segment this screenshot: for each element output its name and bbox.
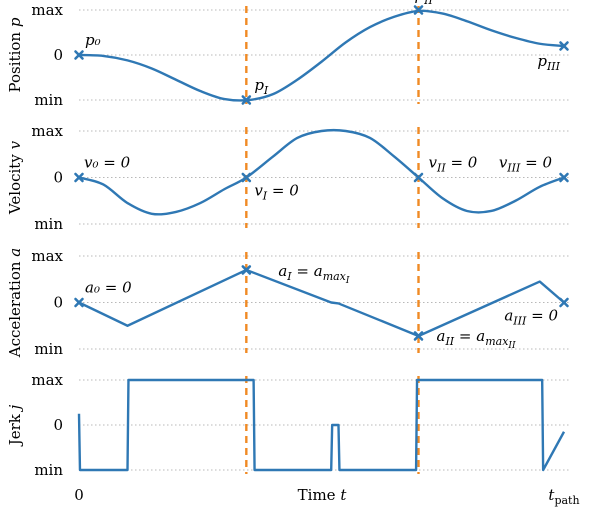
acceleration-marker-0 — [74, 297, 84, 308]
position-ytick-min: min — [34, 91, 63, 109]
velocity-marker-3 — [559, 172, 569, 183]
acceleration-annotation-3: aIII​ = 0 — [504, 307, 558, 328]
velocity-annotation-3: vIII​ = 0 — [499, 154, 553, 175]
acceleration-ylabel: Acceleration a — [6, 248, 24, 359]
position-curve — [78, 9, 565, 102]
jerk-ytick-max: max — [31, 371, 63, 389]
position-annotation-2: pII​ — [415, 0, 434, 7]
velocity-ytick-0: 0 — [53, 169, 63, 187]
xlabel: Time t — [298, 486, 348, 504]
jerk-ytick-min: min — [34, 461, 63, 479]
acceleration-ytick-max: max — [31, 247, 63, 265]
velocity-marker-2 — [413, 172, 424, 183]
acceleration-marker-3 — [559, 297, 569, 308]
acceleration-annotation-0: a₀ = 0 — [85, 279, 132, 297]
velocity-annotation-1: vI​ = 0 — [254, 182, 299, 203]
acceleration-ytick-0: 0 — [53, 294, 63, 312]
position-marker-2 — [413, 5, 424, 15]
velocity-panel: max 0 min Velocity v — [6, 122, 570, 233]
acceleration-ytick-min: min — [34, 340, 63, 358]
velocity-ylabel: Velocity v — [6, 140, 24, 215]
position-annotation-1: pI​ — [254, 76, 269, 97]
position-panel: max 0 min Position p — [6, 1, 570, 109]
velocity-marker-0 — [74, 172, 84, 183]
acceleration-marker-2 — [413, 331, 424, 341]
velocity-ytick-max: max — [31, 122, 63, 140]
jerk-ylabel: Jerk j — [6, 404, 24, 447]
xtick-0: 0 — [74, 486, 84, 504]
velocity-curve — [78, 128, 565, 216]
velocity-annotation-0: v₀ = 0 — [84, 154, 131, 172]
acceleration-marker-1 — [241, 265, 252, 275]
acceleration-annotation-1: aI​ = amaxI​​ — [278, 262, 350, 286]
position-annotation-3: pIII​ — [537, 52, 560, 73]
acceleration-panel: max 0 min Acceleration a — [6, 247, 570, 358]
acceleration-curve — [78, 268, 565, 338]
position-ylabel: Position p — [6, 17, 24, 92]
position-marker-0 — [74, 50, 84, 60]
jerk-panel: max 0 min Jerk j — [6, 371, 570, 479]
jerk-curve — [77, 378, 566, 472]
position-marker-1 — [241, 95, 252, 105]
position-marker-3 — [559, 41, 569, 51]
position-ytick-max: max — [31, 1, 63, 19]
xtick-t-path: tpath — [548, 486, 579, 507]
velocity-ytick-min: min — [34, 215, 63, 233]
position-ytick-0: 0 — [53, 46, 63, 64]
jerk-ytick-0: 0 — [53, 416, 63, 434]
velocity-marker-1 — [241, 172, 252, 183]
acceleration-annotation-2: aII​ = amaxII​​ — [437, 327, 516, 351]
position-annotation-0: p₀ — [85, 31, 101, 49]
velocity-annotation-2: vII​ = 0 — [429, 154, 478, 175]
